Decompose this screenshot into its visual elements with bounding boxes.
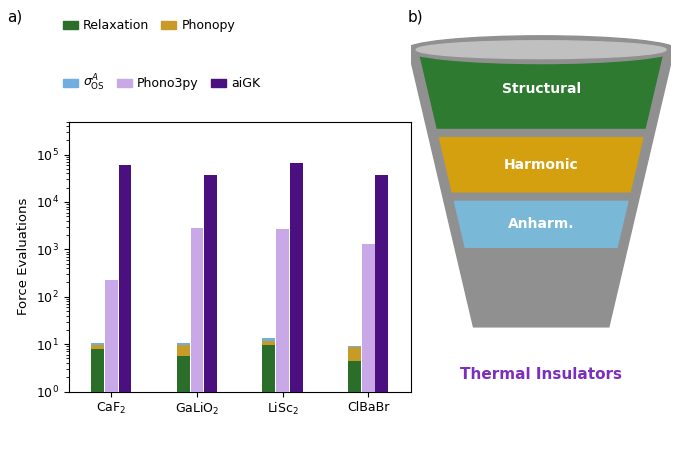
Bar xyxy=(375,175,388,392)
Bar xyxy=(177,353,190,392)
Bar xyxy=(262,341,275,345)
Bar xyxy=(276,229,289,392)
Bar xyxy=(262,343,275,392)
Bar xyxy=(348,356,361,392)
Y-axis label: Force Evaluations: Force Evaluations xyxy=(17,198,30,315)
Bar xyxy=(262,338,275,341)
Text: Thermal Insulators: Thermal Insulators xyxy=(460,367,622,382)
Text: b): b) xyxy=(408,9,423,24)
Text: Harmonic: Harmonic xyxy=(503,158,579,172)
Text: Anharm.: Anharm. xyxy=(508,217,575,231)
Bar xyxy=(177,343,190,345)
Text: Structural: Structural xyxy=(501,82,581,96)
Polygon shape xyxy=(454,201,628,248)
Text: a): a) xyxy=(7,9,22,24)
Bar xyxy=(204,175,217,392)
Ellipse shape xyxy=(406,36,677,63)
Bar xyxy=(362,244,375,392)
Bar xyxy=(105,280,118,392)
Bar xyxy=(348,347,361,360)
Bar xyxy=(91,345,104,349)
Ellipse shape xyxy=(416,41,666,58)
Polygon shape xyxy=(419,50,664,128)
Bar xyxy=(119,165,132,392)
Bar xyxy=(91,343,104,345)
Legend: $\sigma^A_{\mathrm{OS}}$, Phono3py, aiGK: $\sigma^A_{\mathrm{OS}}$, Phono3py, aiGK xyxy=(58,68,265,99)
Bar xyxy=(91,346,104,392)
Bar xyxy=(190,228,203,392)
Polygon shape xyxy=(408,50,674,327)
Bar xyxy=(177,345,190,356)
Bar xyxy=(290,163,303,392)
Bar xyxy=(348,346,361,347)
Polygon shape xyxy=(440,138,643,192)
